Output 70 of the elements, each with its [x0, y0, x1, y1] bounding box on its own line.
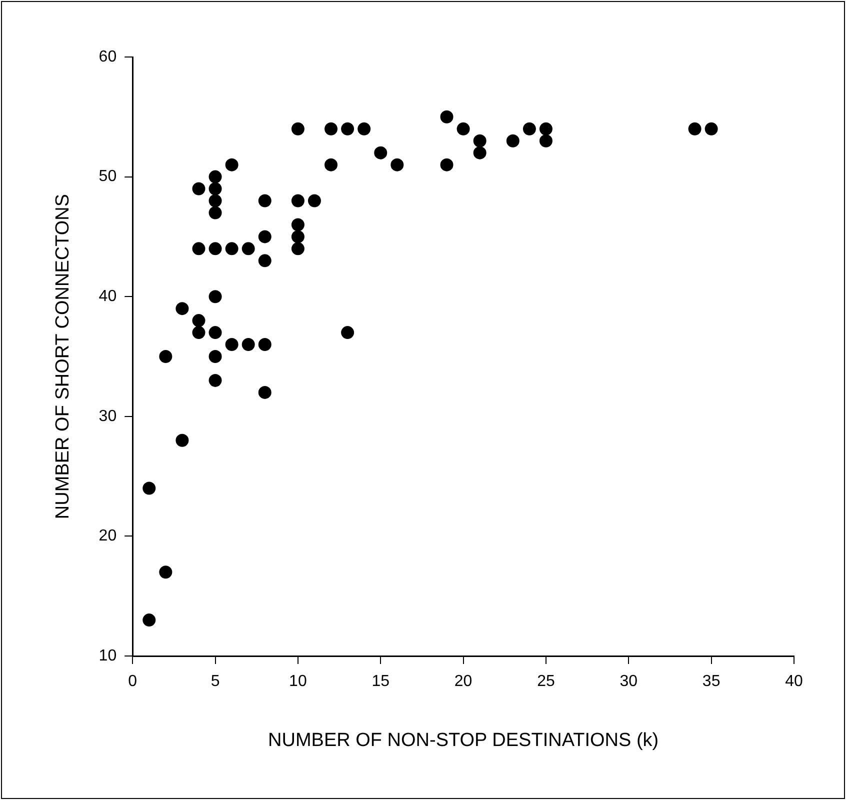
point	[225, 158, 238, 172]
y-tick-label: 40	[98, 288, 117, 306]
point	[539, 134, 552, 148]
x-tick-label: 20	[454, 673, 472, 690]
point	[704, 122, 718, 136]
point	[208, 206, 222, 220]
point	[176, 302, 189, 316]
point	[258, 230, 272, 244]
point	[258, 338, 272, 352]
point	[291, 230, 304, 244]
x-tick-label: 40	[785, 673, 803, 690]
point	[440, 110, 454, 124]
point	[208, 290, 222, 304]
x-tick-label: 0	[128, 673, 138, 690]
point	[258, 386, 272, 399]
point	[208, 350, 222, 363]
point	[208, 182, 222, 196]
point	[390, 158, 404, 172]
point	[208, 374, 222, 387]
point	[225, 242, 238, 256]
point	[208, 194, 222, 208]
x-tick-label: 10	[289, 673, 307, 690]
y-tick-label: 30	[98, 408, 117, 425]
point	[192, 182, 206, 196]
point	[539, 122, 552, 136]
point	[473, 146, 486, 160]
point	[142, 614, 156, 627]
x-tick-label: 30	[620, 673, 638, 690]
point	[324, 158, 338, 172]
point	[208, 242, 222, 256]
x-tick-label: 25	[537, 673, 555, 690]
point	[456, 122, 470, 136]
point	[159, 350, 172, 363]
point	[258, 194, 272, 208]
point	[242, 242, 255, 256]
point	[192, 314, 206, 328]
point	[291, 218, 304, 232]
point	[440, 158, 454, 172]
point	[142, 482, 156, 495]
point	[291, 194, 304, 208]
point	[176, 434, 189, 447]
y-tick-label: 50	[98, 168, 117, 186]
y-tick-label: 20	[98, 528, 117, 545]
point	[374, 146, 388, 160]
point	[225, 338, 238, 352]
point	[291, 242, 304, 256]
point	[324, 122, 338, 136]
point	[308, 194, 321, 208]
point	[506, 134, 520, 148]
point	[291, 122, 304, 136]
y-tick-label: 10	[98, 647, 117, 664]
x-tick-label: 15	[372, 673, 390, 690]
point	[341, 122, 354, 136]
point	[341, 326, 354, 340]
point	[192, 326, 206, 340]
y-axis-title: NUMBER OF SHORT CONNECTONS	[52, 194, 74, 520]
x-axis-title: NUMBER OF NON-STOP DESTINATIONS (k)	[268, 730, 659, 751]
point	[473, 134, 486, 148]
point	[192, 242, 206, 256]
point	[208, 170, 222, 184]
y-tick-label: 60	[98, 48, 117, 66]
x-tick-label: 35	[702, 673, 720, 690]
x-tick-label: 5	[210, 673, 220, 690]
point	[258, 254, 272, 268]
point	[208, 326, 222, 340]
point	[522, 122, 536, 136]
point	[159, 566, 172, 579]
point	[242, 338, 255, 352]
point	[688, 122, 702, 136]
point	[358, 122, 371, 136]
